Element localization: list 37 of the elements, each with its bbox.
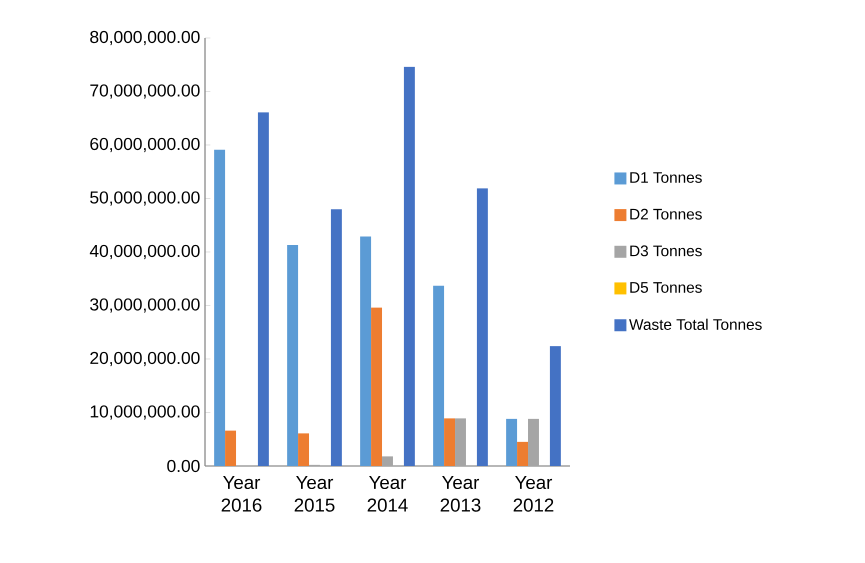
x-tick-label: Year 2012 xyxy=(514,476,554,512)
legend-label: D1 Tonnes xyxy=(630,172,702,183)
y-tick-label: 80,000,000.00 xyxy=(90,30,200,46)
bar xyxy=(404,66,415,466)
x-tick-label: Year 2014 xyxy=(368,476,408,512)
bar xyxy=(330,209,342,466)
y-tick-label: 50,000,000.00 xyxy=(90,191,200,206)
bar xyxy=(444,418,456,466)
bar xyxy=(360,236,372,466)
x-tick-label: Year 2013 xyxy=(440,476,480,512)
bar xyxy=(550,346,561,466)
y-tick-label: 60,000,000.00 xyxy=(90,138,200,152)
bar xyxy=(287,245,298,466)
bar xyxy=(371,308,382,466)
y-tick-label: 30,000,000.00 xyxy=(90,298,200,313)
bar xyxy=(433,286,444,466)
bar xyxy=(455,418,466,466)
y-tick-label: 10,000,000.00 xyxy=(90,405,200,420)
legend-label: D2 Tonnes xyxy=(630,208,702,220)
bar xyxy=(382,456,393,466)
y-tick-label: 0.00 xyxy=(167,460,200,472)
y-tick-label: 70,000,000.00 xyxy=(90,84,200,99)
y-tick-label: 20,000,000.00 xyxy=(90,352,200,366)
y-tick-label: 40,000,000.00 xyxy=(90,244,200,260)
x-tick-label: Year 2015 xyxy=(294,476,334,512)
x-tick-label: Year 2016 xyxy=(222,476,262,512)
legend-label: Waste Total Tonnes xyxy=(629,318,762,330)
bar xyxy=(225,430,236,466)
bar xyxy=(528,418,539,466)
bar xyxy=(476,188,488,466)
bar xyxy=(506,418,518,466)
bar xyxy=(298,433,310,466)
legend-label: D5 Tonnes xyxy=(630,282,702,293)
legend-label: D3 Tonnes xyxy=(630,245,702,256)
bar xyxy=(214,150,226,466)
bar xyxy=(517,442,528,466)
bar xyxy=(258,112,269,466)
